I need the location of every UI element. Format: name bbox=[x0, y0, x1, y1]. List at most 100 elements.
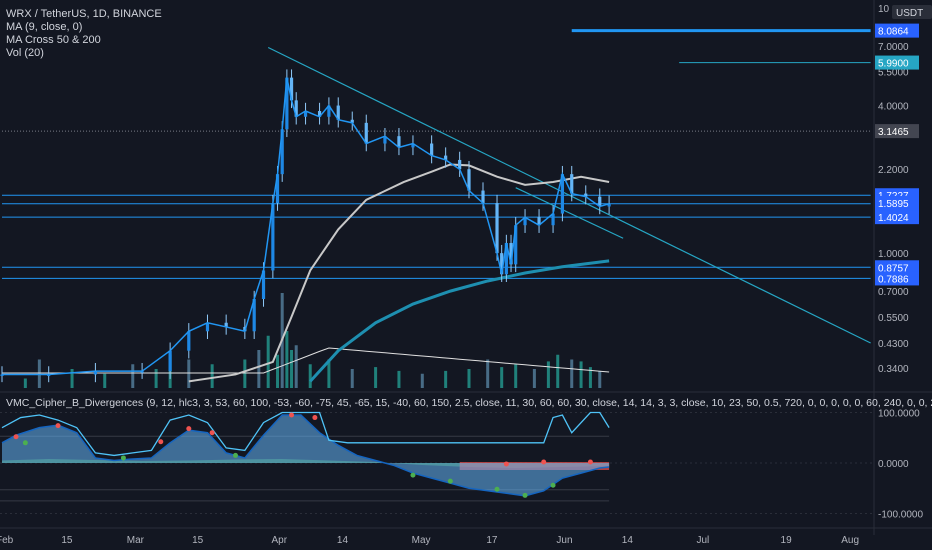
ma200-line bbox=[309, 259, 610, 383]
price-label-badge bbox=[875, 55, 919, 70]
time-axis-tick: 14 bbox=[337, 535, 349, 546]
sell-dot bbox=[55, 423, 61, 429]
price-label-text: 3.1465 bbox=[878, 127, 909, 138]
price-label-badge bbox=[875, 124, 919, 139]
buy-dot bbox=[494, 486, 500, 492]
sell-dot bbox=[289, 412, 295, 418]
price-axis-tick: 7.0000 bbox=[878, 42, 909, 53]
candle-body bbox=[336, 105, 340, 120]
price-label-text: 0.7886 bbox=[878, 274, 909, 285]
candle-body bbox=[500, 253, 504, 275]
candle-body bbox=[252, 299, 256, 332]
candle-body bbox=[289, 77, 294, 101]
oscillator-axis-tick: -100.0000 bbox=[878, 510, 923, 521]
price-axis-tick: 0.7000 bbox=[878, 287, 909, 298]
time-axis-tick: Jun bbox=[556, 535, 572, 546]
legend: WRX / TetherUS, 1D, BINANCE MA (9, close… bbox=[6, 8, 162, 60]
volume-bar bbox=[374, 367, 378, 388]
volume-bar bbox=[70, 369, 74, 388]
sell-dot bbox=[312, 415, 318, 421]
price-axis-tick: 0.4300 bbox=[878, 339, 909, 350]
price-axis-tick: 10 bbox=[878, 4, 890, 15]
candle-body bbox=[523, 217, 527, 226]
volume-bar bbox=[294, 345, 298, 388]
volume-bar bbox=[546, 361, 550, 388]
symbol-title[interactable]: WRX / TetherUS, 1D, BINANCE bbox=[6, 8, 162, 20]
indicator-ma-cross[interactable]: MA Cross 50 & 200 bbox=[6, 34, 101, 46]
volume-bar bbox=[444, 370, 448, 388]
volume-bar bbox=[285, 331, 289, 388]
candle-body bbox=[224, 322, 228, 327]
volume-bar bbox=[327, 359, 331, 388]
upper-wave-line bbox=[1, 411, 610, 457]
candle-body bbox=[481, 190, 485, 204]
ma50-line bbox=[188, 163, 610, 383]
price-label-badge bbox=[875, 23, 919, 38]
volume-bar bbox=[154, 369, 158, 388]
price-axis-tick: 5.5000 bbox=[878, 68, 909, 79]
candle-body bbox=[598, 196, 602, 207]
volume-bar bbox=[500, 367, 504, 388]
time-axis-tick: Jul bbox=[697, 535, 710, 546]
buy-dot bbox=[447, 478, 453, 484]
candle-body bbox=[607, 203, 611, 207]
volume-bar bbox=[588, 367, 592, 388]
candle-body bbox=[397, 136, 401, 148]
price-label-badge bbox=[875, 210, 919, 225]
volume-bar bbox=[243, 359, 247, 388]
buy-dot bbox=[550, 482, 556, 488]
volume-ma-line bbox=[2, 347, 610, 374]
time-axis-tick: 14 bbox=[622, 535, 634, 546]
wave-area bbox=[2, 415, 610, 496]
price-axis-tick: 1.0000 bbox=[878, 249, 909, 260]
time-axis-tick: Aug bbox=[841, 535, 859, 546]
buy-dot bbox=[233, 452, 238, 458]
candle-body bbox=[93, 371, 97, 375]
volume-bar bbox=[23, 378, 27, 388]
price-axis-tick: 4.0000 bbox=[878, 102, 909, 113]
price-label-text: 8.0864 bbox=[878, 27, 909, 38]
candle-body bbox=[444, 155, 448, 160]
volume-bar bbox=[397, 370, 401, 388]
candle-body bbox=[514, 225, 518, 265]
candle-body bbox=[504, 242, 508, 275]
indicator-volume[interactable]: Vol (20) bbox=[6, 47, 44, 59]
price-label-text: 0.8757 bbox=[878, 263, 909, 274]
volume-bar bbox=[290, 350, 294, 388]
volume-bar bbox=[598, 370, 602, 388]
volume-bar bbox=[103, 373, 107, 388]
price-label-text: 5.9900 bbox=[878, 59, 909, 70]
candle-body bbox=[327, 105, 331, 117]
volume-bar bbox=[570, 359, 574, 388]
volume-bar bbox=[308, 364, 312, 388]
candle-body bbox=[205, 322, 210, 332]
time-axis-tick: 15 bbox=[61, 535, 73, 546]
price-label-badge bbox=[875, 260, 919, 275]
trendline bbox=[515, 187, 624, 239]
candle-body bbox=[294, 100, 298, 117]
volume-bar bbox=[514, 364, 518, 388]
candle-body bbox=[467, 169, 471, 191]
time-axis-tick: 19 bbox=[781, 535, 793, 546]
candle-body bbox=[458, 159, 462, 170]
volume-bar bbox=[131, 364, 135, 388]
candle-body bbox=[495, 203, 499, 254]
price-label-badge bbox=[875, 271, 919, 286]
price-axis-tick: 0.5500 bbox=[878, 313, 909, 324]
volume-bar bbox=[266, 335, 270, 388]
candle-body bbox=[271, 203, 275, 271]
volume-bar bbox=[257, 350, 261, 388]
volume-bar bbox=[210, 364, 214, 388]
candle-body bbox=[560, 174, 564, 214]
time-axis-tick: 17 bbox=[486, 535, 498, 546]
candle-body bbox=[364, 122, 368, 144]
indicator-ma9[interactable]: MA (9, close, 0) bbox=[6, 21, 83, 33]
volume-bar bbox=[276, 354, 280, 388]
currency-badge bbox=[892, 5, 932, 19]
candle-body bbox=[168, 350, 172, 372]
candle-body bbox=[0, 374, 4, 376]
oscillator-legend[interactable]: VMC_Cipher_B_Divergences (9, 12, hlc3, 3… bbox=[6, 397, 932, 409]
sell-dot bbox=[186, 426, 192, 432]
time-axis-tick: May bbox=[412, 535, 431, 546]
